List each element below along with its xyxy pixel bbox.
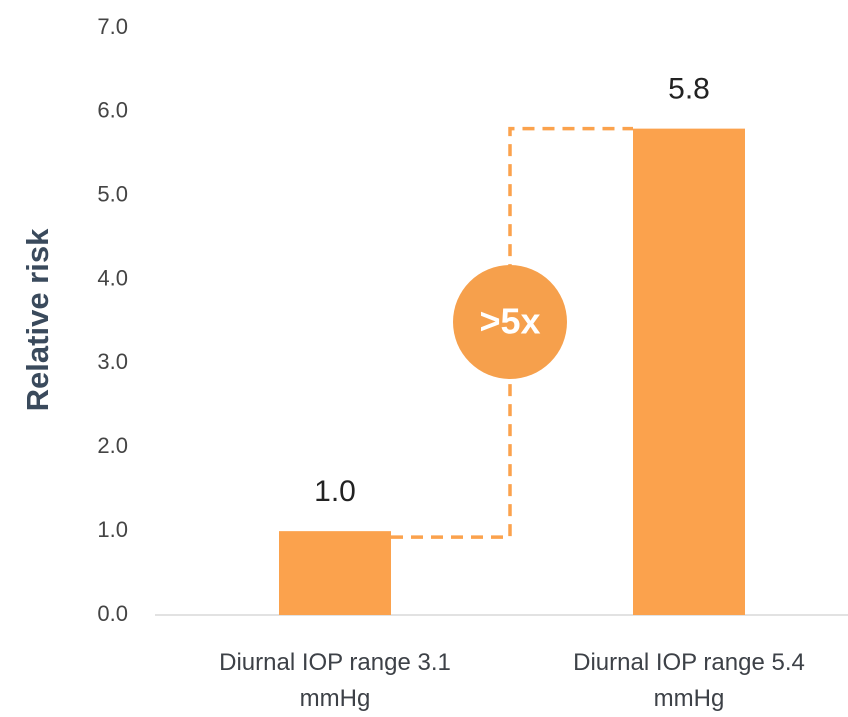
annotation: >5x (479, 301, 540, 342)
y-axis-label: Relative risk (20, 228, 55, 411)
annotation-badge (453, 265, 567, 379)
x-tick-label: Diurnal IOP range 5.4 mmHg (573, 649, 805, 712)
y-tick-label: 3.0 (97, 349, 128, 374)
x-tick-label: Diurnal IOP range 3.1 mmHg (219, 649, 451, 712)
y-tick-label: 4.0 (97, 265, 128, 290)
bar (633, 128, 745, 615)
value-label: 5.8 (668, 73, 710, 106)
bar (279, 531, 391, 615)
y-tick-label: 1.0 (97, 517, 128, 542)
y-tick-label: 6.0 (97, 98, 128, 123)
y-tick-label: 5.0 (97, 182, 128, 207)
y-tick-label: 0.0 (97, 601, 128, 626)
value-label: 1.0 (314, 475, 356, 508)
y-tick-label: 2.0 (97, 433, 128, 458)
y-tick-label: 7.0 (97, 14, 128, 39)
